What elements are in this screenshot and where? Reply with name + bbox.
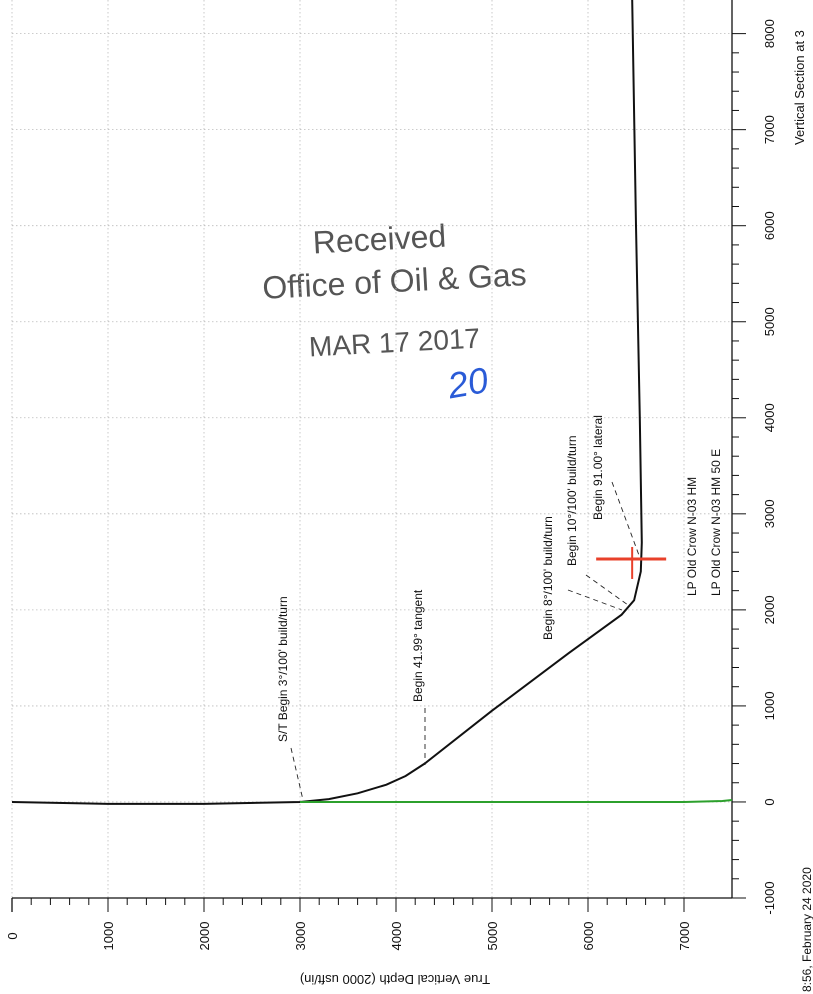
series-line bbox=[11, 0, 643, 805]
stamp-office: Office of Oil & Gas bbox=[261, 256, 527, 306]
x-tick-label: 6000 bbox=[581, 922, 596, 951]
handwritten-year: 20 bbox=[444, 359, 492, 407]
series-line bbox=[300, 799, 733, 803]
annotation-leader bbox=[585, 574, 629, 606]
x-tick-label: 2000 bbox=[197, 922, 212, 951]
x-tick-label: 1000 bbox=[101, 922, 116, 951]
stamp-received: Received bbox=[312, 218, 447, 261]
annotation: Begin 8°/100' build/turn bbox=[541, 516, 555, 640]
annotation-leader bbox=[290, 747, 304, 801]
y-tick-label: 7000 bbox=[762, 115, 777, 144]
x-tick-label: 3000 bbox=[293, 922, 308, 951]
x-tick-label: 5000 bbox=[485, 922, 500, 951]
x-tick-label: 7000 bbox=[677, 922, 692, 951]
annotation: Begin 41.99° tangent bbox=[411, 589, 425, 702]
y-tick-label: 4000 bbox=[762, 403, 777, 432]
annotation-leader bbox=[611, 481, 641, 559]
y-tick-label: 3000 bbox=[762, 499, 777, 528]
annotation: Begin 91.00° lateral bbox=[591, 415, 605, 520]
stamp-date: MAR 17 2017 bbox=[308, 323, 481, 363]
y-tick-label: 1000 bbox=[762, 691, 777, 720]
y-tick-label: -1000 bbox=[762, 881, 777, 914]
y-tick-label: 0 bbox=[762, 798, 777, 805]
annotation: LP Old Crow N-03 HM bbox=[685, 477, 699, 596]
y-tick-label: 6000 bbox=[762, 211, 777, 240]
y-axis-title: Vertical Section at 3 bbox=[792, 30, 807, 145]
annotation: LP Old Crow N-03 HM 50 E bbox=[709, 449, 723, 596]
annotation: Begin 10°/100' build/turn bbox=[565, 435, 579, 566]
timestamp: 8:56, February 24 2020 bbox=[800, 867, 813, 992]
x-tick-label: 4000 bbox=[389, 922, 404, 951]
y-tick-label: 8000 bbox=[762, 19, 777, 48]
annotation-leader bbox=[567, 589, 623, 611]
x-axis-title: True Vertical Depth (2000 usft/in) bbox=[300, 972, 490, 987]
x-tick-label: 0 bbox=[5, 932, 20, 939]
y-tick-label: 2000 bbox=[762, 595, 777, 624]
y-tick-label: 5000 bbox=[762, 307, 777, 336]
annotation: S/T Begin 3°/100' build/turn bbox=[276, 596, 290, 742]
